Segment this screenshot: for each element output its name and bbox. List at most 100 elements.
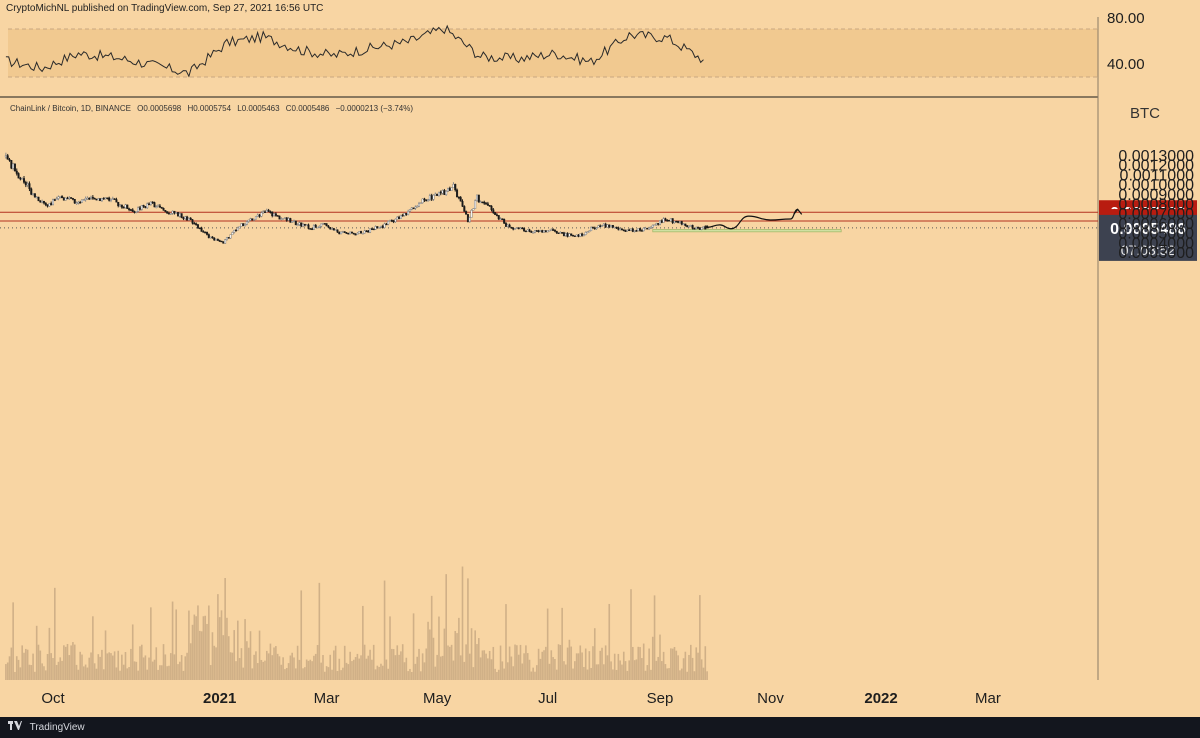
candle-body bbox=[331, 228, 334, 230]
candle-body bbox=[238, 226, 241, 229]
volume-bar bbox=[403, 662, 406, 680]
volume-bar bbox=[519, 644, 522, 680]
volume-bar bbox=[46, 653, 49, 680]
volume-bar bbox=[452, 660, 455, 680]
candle-body bbox=[639, 228, 642, 231]
candle-body bbox=[535, 230, 538, 232]
candle-body bbox=[30, 188, 33, 195]
volume-bar bbox=[608, 603, 611, 680]
candle-body bbox=[99, 198, 102, 202]
volume-bar bbox=[10, 647, 13, 680]
candle-body bbox=[164, 210, 167, 212]
price-chart[interactable]: 80.00 40.00 ChainLink / Bitcoin, 1D, BIN… bbox=[0, 0, 1200, 717]
volume-bar bbox=[12, 602, 14, 680]
volume-bar bbox=[633, 660, 636, 680]
volume-bar bbox=[349, 651, 351, 680]
candle-body bbox=[52, 199, 55, 205]
volume-bar bbox=[499, 645, 502, 680]
candle-body bbox=[468, 217, 471, 223]
volume-bar bbox=[572, 668, 574, 680]
candle-body bbox=[64, 197, 67, 201]
volume-bar bbox=[88, 657, 91, 680]
volume-bar bbox=[260, 659, 263, 680]
volume-bar bbox=[436, 654, 438, 680]
volume-bar bbox=[171, 601, 174, 680]
volume-bar bbox=[476, 644, 478, 680]
candle-body bbox=[323, 223, 326, 225]
candle-body bbox=[481, 201, 484, 204]
volume-bar bbox=[470, 628, 473, 680]
candle-body bbox=[649, 227, 652, 229]
volume-bar bbox=[195, 616, 197, 680]
volume-bar bbox=[258, 630, 261, 680]
price-tick: 0.0006000 bbox=[1118, 216, 1194, 233]
volume-bar bbox=[521, 663, 524, 680]
volume-bar bbox=[488, 650, 491, 680]
volume-bar bbox=[166, 666, 168, 680]
volume-bar bbox=[429, 629, 431, 680]
volume-bar bbox=[632, 646, 634, 680]
candle-body bbox=[673, 221, 676, 223]
candle-body bbox=[311, 228, 314, 230]
volume-bar bbox=[407, 671, 409, 680]
price-tick: 0.0009000 bbox=[1118, 187, 1194, 204]
volume-bar bbox=[503, 668, 505, 680]
candle-body bbox=[419, 202, 422, 205]
candle-body bbox=[13, 163, 16, 172]
volume-bar bbox=[691, 657, 694, 680]
volume-bar bbox=[358, 658, 361, 680]
volume-bar bbox=[510, 656, 513, 680]
volume-bar bbox=[44, 670, 47, 680]
volume-bar bbox=[530, 671, 533, 680]
candle-body bbox=[666, 219, 669, 222]
candle-body bbox=[61, 196, 64, 199]
candle-body bbox=[184, 216, 187, 219]
symbol-legend: ChainLink / Bitcoin, 1D, BINANCE O0.0005… bbox=[10, 104, 413, 113]
candle-body bbox=[604, 223, 607, 228]
tradingview-brand: TradingView bbox=[29, 722, 85, 734]
candle-body bbox=[591, 227, 594, 229]
tradingview-logo-icon bbox=[8, 717, 22, 738]
time-tick: Nov bbox=[757, 690, 784, 707]
candle-body bbox=[372, 228, 375, 231]
candle-body bbox=[160, 206, 163, 209]
candle-body bbox=[53, 199, 56, 201]
volume-bar bbox=[523, 653, 525, 680]
candle-body bbox=[100, 197, 103, 202]
volume-bar bbox=[449, 646, 451, 680]
volume-bar bbox=[52, 658, 54, 680]
volume-bar bbox=[90, 652, 92, 680]
volume-bar bbox=[454, 630, 457, 680]
candle-body bbox=[528, 229, 531, 232]
candle-body bbox=[358, 231, 361, 234]
volume-bar bbox=[505, 604, 507, 680]
candle-body bbox=[173, 210, 176, 214]
candle-body bbox=[218, 240, 221, 242]
price-axis[interactable]: 0.00130000.00120000.00110000.00100000.00… bbox=[1118, 148, 1194, 262]
candle-body bbox=[256, 214, 259, 217]
volume-bar bbox=[345, 662, 348, 680]
candle-body bbox=[390, 219, 393, 222]
volume-bar bbox=[354, 657, 357, 680]
volume-bar bbox=[122, 664, 125, 680]
candle-body bbox=[178, 213, 181, 217]
candle-body bbox=[378, 226, 381, 229]
candle-body bbox=[206, 231, 209, 235]
volume-bar bbox=[79, 651, 81, 680]
time-axis[interactable]: Oct 2021 Mar May Jul Sep Nov 2022 Mar bbox=[41, 690, 1001, 707]
volume-bar bbox=[684, 651, 687, 680]
volume-bar bbox=[32, 653, 34, 680]
candle-body bbox=[396, 216, 399, 220]
volume-bar bbox=[438, 616, 440, 680]
candle-body bbox=[273, 213, 276, 217]
volume-bar bbox=[15, 656, 18, 680]
rsi-band bbox=[8, 29, 1098, 77]
volume-bar bbox=[497, 669, 500, 680]
candle-body bbox=[414, 206, 417, 209]
volume-bar bbox=[148, 657, 150, 680]
volume-bar bbox=[356, 653, 359, 680]
candle-body bbox=[312, 225, 315, 230]
volume-bar bbox=[21, 645, 23, 680]
candle-body bbox=[287, 218, 290, 221]
volume-bar bbox=[494, 668, 496, 680]
